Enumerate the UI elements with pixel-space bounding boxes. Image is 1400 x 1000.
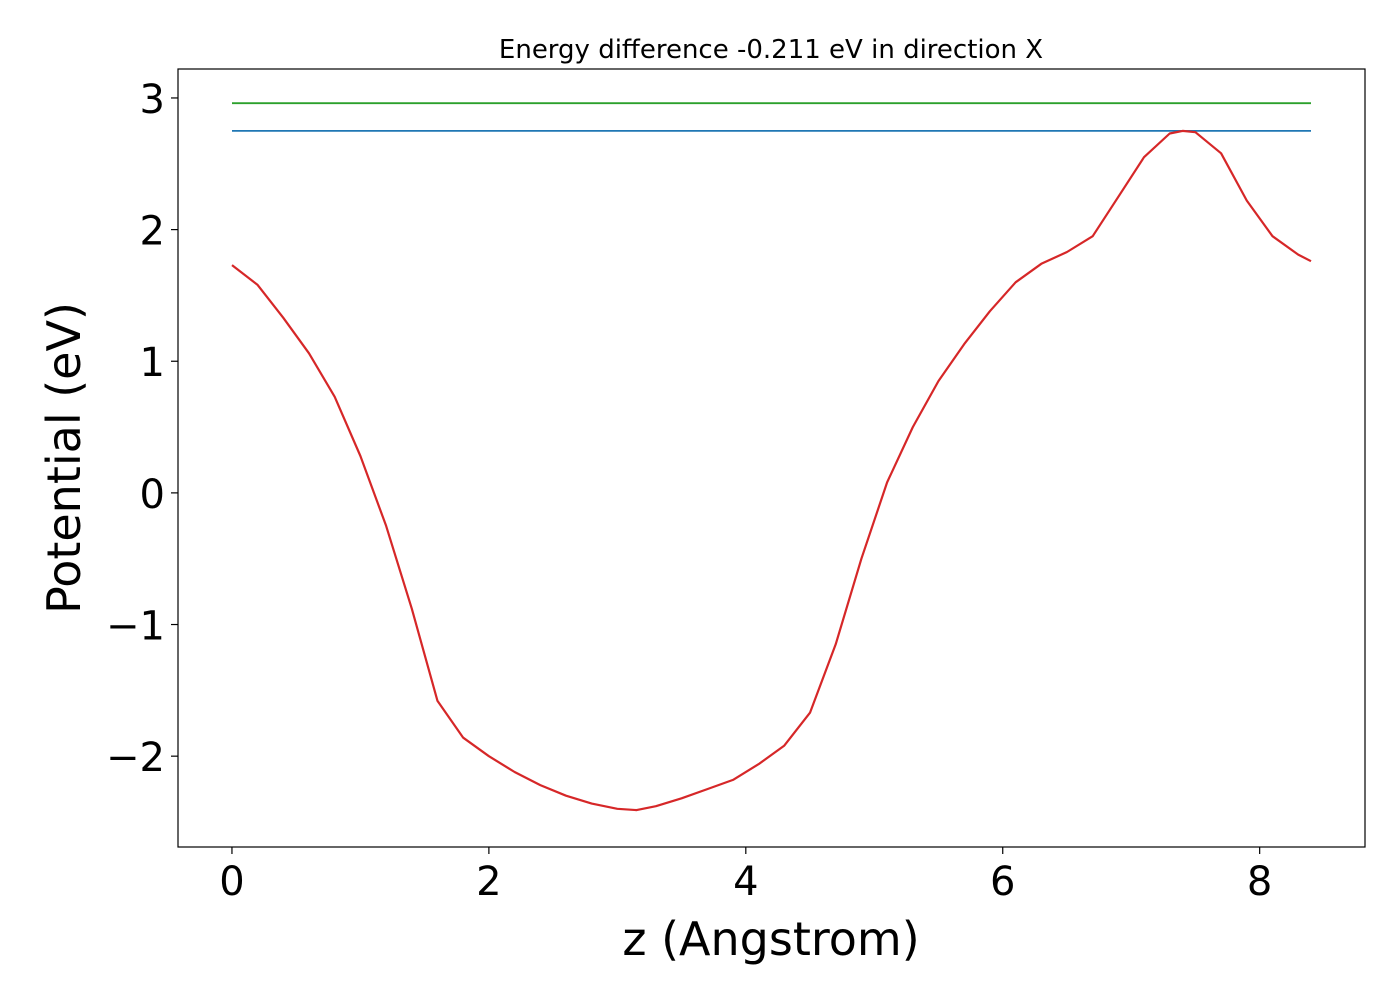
y-tick-label: 0 <box>140 472 165 518</box>
plot-frame <box>177 68 1366 848</box>
x-tick-label: 0 <box>219 859 244 905</box>
y-axis-label: Potential (eV) <box>37 302 91 614</box>
y-tick-label: 3 <box>140 77 165 123</box>
x-axis-label: z (Angstrom) <box>622 912 919 966</box>
y-tick-label: −1 <box>106 604 165 650</box>
x-tick-label: 2 <box>476 859 501 905</box>
y-axis-ticks: −2 −1 0 1 2 3 <box>106 77 178 781</box>
x-tick-label: 6 <box>990 859 1015 905</box>
x-tick-label: 4 <box>733 859 758 905</box>
x-axis-ticks: 0 2 4 6 8 <box>219 847 1272 905</box>
y-tick-label: −2 <box>106 735 165 781</box>
plot-lines <box>231 102 1312 812</box>
series-line-3 <box>231 129 1312 812</box>
x-tick-label: 8 <box>1247 859 1272 905</box>
chart-title: Energy difference -0.211 eV in direction… <box>499 35 1043 65</box>
y-tick-label: 2 <box>140 209 165 255</box>
y-tick-label: 1 <box>140 340 165 386</box>
